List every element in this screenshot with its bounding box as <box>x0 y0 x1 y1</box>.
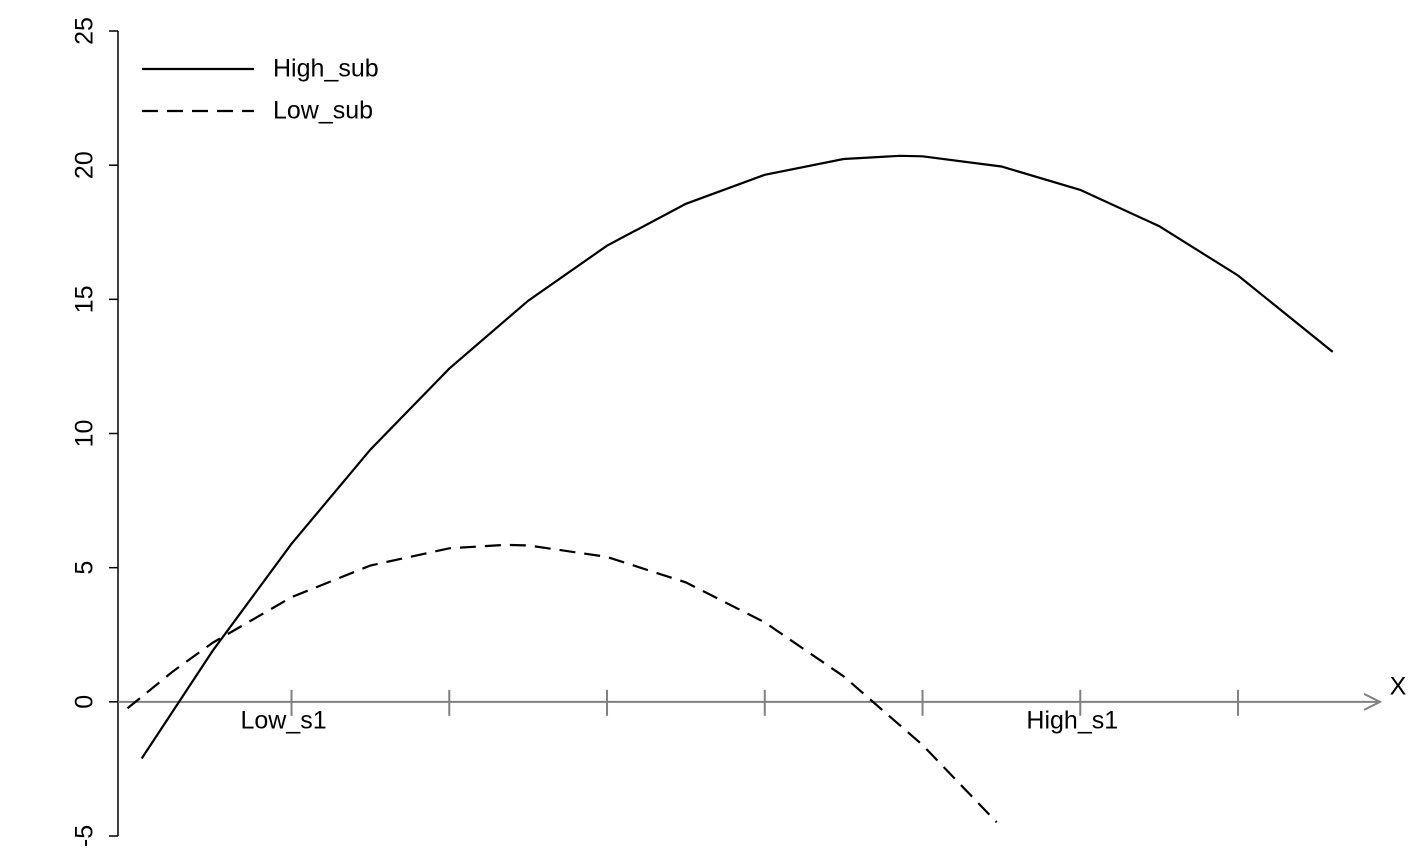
legend-label: High_sub <box>273 55 379 83</box>
y-tick-label: 15 <box>71 285 99 313</box>
y-tick-label: -5 <box>71 825 99 847</box>
series-line <box>140 154 1334 760</box>
y-tick-label: 0 <box>71 695 99 709</box>
x-axis-arrow <box>1363 692 1383 711</box>
series-line <box>126 543 998 824</box>
legend-label: Low_sub <box>273 97 373 125</box>
x-tick-label: High_s1 <box>1026 706 1118 734</box>
y-tick-label: 20 <box>71 151 99 179</box>
y-tick-label: 5 <box>71 561 99 575</box>
x-axis-label: X <box>1390 672 1407 700</box>
y-tick-label: 25 <box>71 17 99 45</box>
x-tick-label: Low_s1 <box>240 706 326 734</box>
y-tick-label: 10 <box>71 420 99 448</box>
